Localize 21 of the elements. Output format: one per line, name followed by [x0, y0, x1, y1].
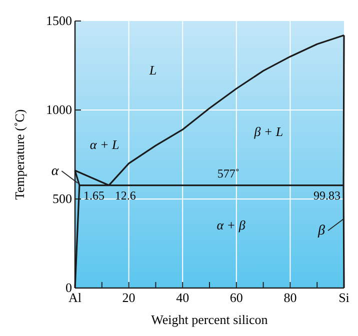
y-tick-label: 0 [66, 280, 72, 295]
annotation: 1.65 [83, 188, 104, 202]
y-axis-title: Temperature (˚C) [12, 109, 27, 200]
x-tick-label: 40 [176, 290, 190, 305]
x-axis-title: Weight percent silicon [151, 312, 268, 327]
x-tick-label: Si [338, 290, 350, 305]
x-tick-label: 60 [230, 290, 243, 305]
annotation: 577˚ [217, 166, 240, 180]
annotation: α [51, 164, 60, 179]
annotation: α + L [90, 137, 120, 152]
annotation: L [148, 62, 157, 78]
y-tick-label: 500 [52, 191, 72, 206]
x-tick-label: 20 [122, 290, 136, 305]
annotation: 12.6 [114, 188, 136, 202]
annotation: α + β [216, 217, 246, 232]
x-tick-label: 80 [284, 290, 297, 305]
annotation: 99.83 [314, 188, 341, 202]
y-tick-label: 1000 [46, 102, 72, 117]
annotation: β [317, 224, 326, 239]
annotation: β + L [253, 124, 284, 139]
y-tick-label: 1500 [46, 13, 72, 28]
